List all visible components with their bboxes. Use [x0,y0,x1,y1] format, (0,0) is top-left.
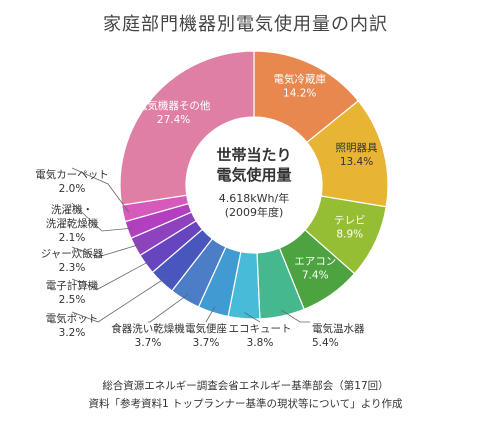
slice-name: 洗濯機・ [51,203,93,216]
slice-name: 電気冷蔵庫 [273,72,326,85]
slice-value: 2.0% [59,183,86,195]
leader-電気ポット [71,277,167,323]
leader-電気カーペット [71,167,130,213]
slice-name: 照明器具 [336,142,378,154]
leader-電子計算機 [71,260,151,290]
slice-label-電気カーペット: 電気カーペット 2.0% [35,168,109,195]
slice-label-電気ポット: 電気ポット 3.2% [46,312,99,339]
source-line-2: 資料「参考資料1 トップランナー基準の現状等について」より作成 [88,398,403,410]
slice-label-電気温水器: 電気温水器 5.4% [312,322,365,349]
slice-name: 電気便座 [185,322,227,335]
slice-name: ジャー炊飯器 [41,247,104,260]
slice-label-電子計算機: 電子計算機 2.5% [46,279,99,306]
slice-name: 洗濯乾燥機 [46,217,99,230]
leader-lines [71,167,310,323]
slice-label-テレビ: テレビ 8.9% [334,214,366,240]
slice-label-電気便座: 電気便座 3.7% [185,322,227,349]
source-note: 総合資源エネルギー調査会省エネルギー基準部会（第17回） 資料「参考資料1 トッ… [0,377,491,413]
slice-label-照明器具: 照明器具 13.4% [336,142,378,168]
slice-value: 8.9% [336,228,363,240]
slice-value: 14.2% [283,87,316,99]
center-title-line-1: 世帯当たり [216,146,291,164]
slice-label-電気冷蔵庫: 電気冷蔵庫 14.2% [273,72,326,99]
slice-label-洗濯機洗濯乾燥機: 洗濯機・洗濯乾燥機 2.1% [46,203,99,244]
slice-value: 7.4% [302,270,329,282]
slice-labels: 電気冷蔵庫 14.2% 照明器具 13.4% テレビ 8.9% エアコン 7.4% 電気温水器 5… [35,72,378,349]
slice-label-食器洗い乾燥機: 食器洗い乾燥機 3.7% [111,322,185,349]
slice-value: 3.7% [193,337,220,349]
slice-name: エアコン [294,256,336,268]
slice-value: 5.4% [312,337,339,349]
slice-label-エアコン: エアコン 7.4% [294,256,336,282]
center-label: 世帯当たり 電気使用量 4.618kWh/年 (2009年度) [216,146,291,219]
leader-電気便座 [205,306,216,323]
leader-ジャー炊飯器 [71,243,141,258]
slice-name: 電気温水器 [312,322,365,335]
slice-value: 2.1% [59,232,86,244]
center-value: 4.618kWh/年 [219,191,289,205]
slice-value: 2.3% [59,262,86,274]
slice-label-ジャー炊飯器: ジャー炊飯器 2.3% [41,247,104,274]
leader-食器洗い乾燥機 [148,294,189,323]
slice-value: 27.4% [157,114,190,126]
slice-name: 食器洗い乾燥機 [111,322,185,335]
slice-label-電気機器その他: 電気機器その他 27.4% [137,99,211,126]
slice-name: 電子計算機 [46,279,99,292]
slice-value: 3.7% [135,337,162,349]
leader-エコキュート [244,312,261,323]
center-note: (2009年度) [225,205,284,219]
slice-name: 電気機器その他 [137,99,211,112]
slice-電気機器その他 [119,50,255,206]
chart-title: 家庭部門機器別電気使用量の内訳 [103,14,388,35]
center-title-line-2: 電気使用量 [216,166,291,184]
slice-name: 電気カーペット [35,168,109,181]
slice-name: エコキュート [229,323,292,335]
slice-name: 電気ポット [46,312,99,325]
slice-value: 13.4% [340,156,373,168]
slice-label-エコキュート: エコキュート 3.8% [229,323,292,349]
slice-value: 3.2% [59,327,86,339]
slice-name: テレビ [334,214,366,226]
slice-value: 3.8% [247,337,274,349]
leader-洗濯機洗濯乾燥機 [71,202,134,232]
slice-value: 2.5% [59,294,86,306]
source-line-1: 総合資源エネルギー調査会省エネルギー基準部会（第17回） [102,380,389,392]
donut-slices [119,50,389,320]
leader-電気温水器 [280,309,310,323]
